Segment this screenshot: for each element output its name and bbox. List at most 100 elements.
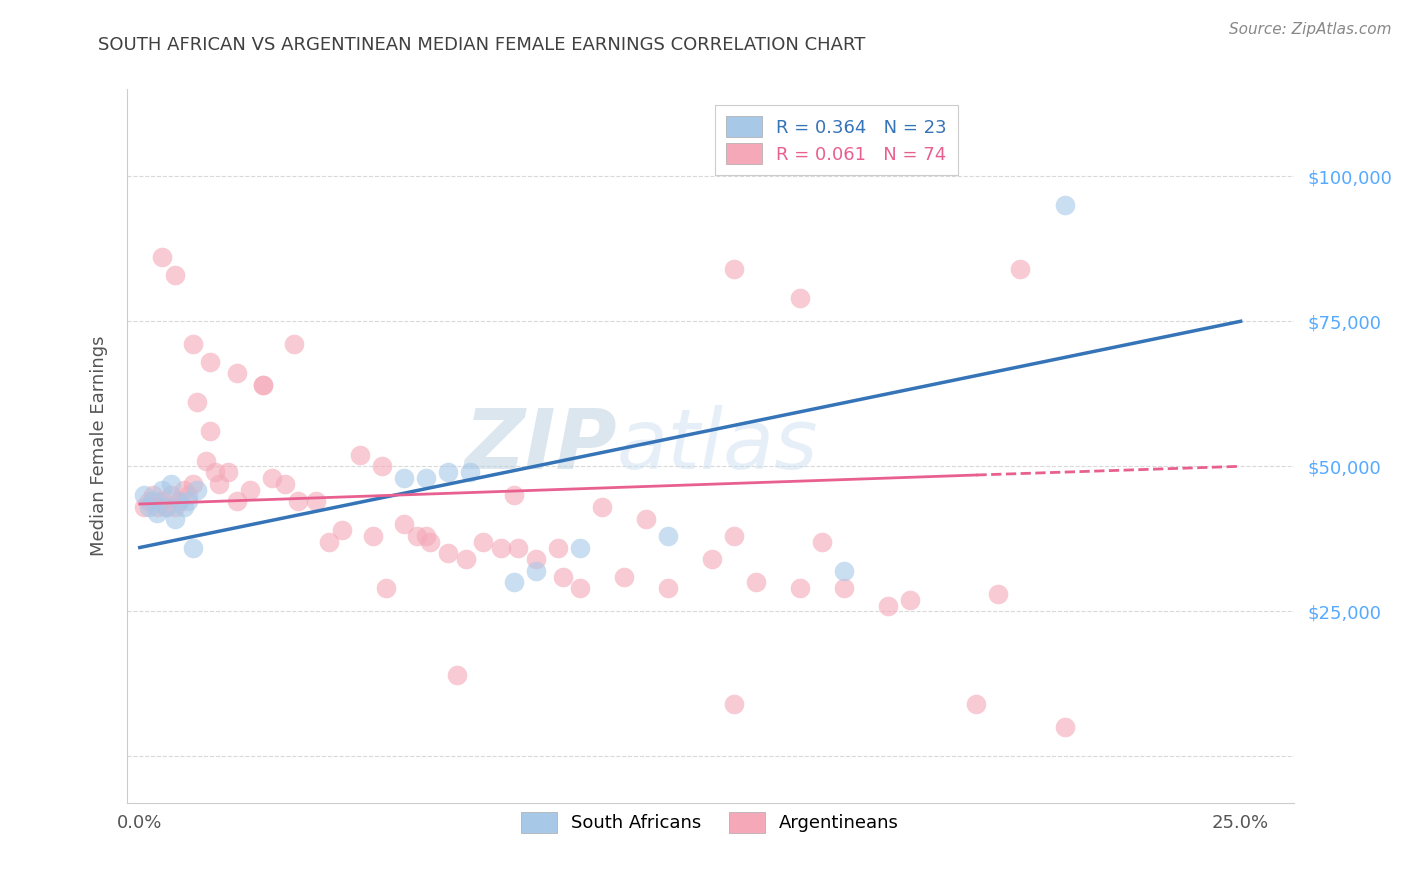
Point xyxy=(877,599,900,613)
Point xyxy=(723,529,745,543)
Point xyxy=(318,534,340,549)
Point xyxy=(789,581,811,595)
Point xyxy=(437,546,460,560)
Point xyxy=(138,494,160,508)
Point xyxy=(177,488,200,502)
Point xyxy=(305,494,328,508)
Point xyxy=(591,500,613,514)
Point xyxy=(789,291,811,305)
Point xyxy=(472,534,495,549)
Point xyxy=(146,500,169,514)
Point xyxy=(454,552,477,566)
Point xyxy=(194,453,217,467)
Point xyxy=(260,471,283,485)
Point xyxy=(489,541,512,555)
Point xyxy=(150,483,173,497)
Point xyxy=(169,494,191,508)
Point xyxy=(208,476,231,491)
Point xyxy=(1010,262,1032,277)
Text: Source: ZipAtlas.com: Source: ZipAtlas.com xyxy=(1229,22,1392,37)
Point xyxy=(392,517,415,532)
Point xyxy=(900,592,922,607)
Point xyxy=(181,476,204,491)
Point xyxy=(965,697,987,711)
Point xyxy=(569,581,592,595)
Point xyxy=(134,500,156,514)
Point xyxy=(252,378,274,392)
Point xyxy=(503,488,526,502)
Legend: South Africans, Argentineans: South Africans, Argentineans xyxy=(510,801,910,844)
Point xyxy=(349,448,371,462)
Point xyxy=(361,529,384,543)
Text: atlas: atlas xyxy=(617,406,818,486)
Point xyxy=(204,465,226,479)
Point xyxy=(181,541,204,555)
Point xyxy=(547,541,569,555)
Point xyxy=(657,581,679,595)
Point xyxy=(287,494,309,508)
Point xyxy=(371,459,394,474)
Point xyxy=(200,425,222,439)
Point xyxy=(134,488,156,502)
Point xyxy=(146,506,169,520)
Point xyxy=(723,262,745,277)
Point xyxy=(142,494,165,508)
Point xyxy=(1053,198,1076,212)
Point xyxy=(375,581,398,595)
Point xyxy=(217,465,239,479)
Point xyxy=(458,465,481,479)
Point xyxy=(415,471,437,485)
Point xyxy=(150,251,173,265)
Point xyxy=(274,476,297,491)
Point xyxy=(200,355,222,369)
Point xyxy=(173,483,195,497)
Point xyxy=(155,500,177,514)
Point xyxy=(150,494,173,508)
Point xyxy=(437,465,460,479)
Point xyxy=(186,395,208,409)
Point xyxy=(446,668,468,682)
Point xyxy=(657,529,679,543)
Point xyxy=(186,483,208,497)
Text: ZIP: ZIP xyxy=(464,406,617,486)
Point xyxy=(811,534,834,549)
Point xyxy=(181,337,204,351)
Point xyxy=(239,483,262,497)
Point xyxy=(159,476,181,491)
Point xyxy=(177,494,200,508)
Point xyxy=(252,378,274,392)
Point xyxy=(138,500,160,514)
Point xyxy=(723,697,745,711)
Point xyxy=(613,569,636,583)
Point xyxy=(834,581,856,595)
Point xyxy=(834,564,856,578)
Point xyxy=(406,529,429,543)
Point xyxy=(419,534,441,549)
Point xyxy=(745,575,768,590)
Point xyxy=(508,541,530,555)
Point xyxy=(1053,720,1076,734)
Point xyxy=(225,367,247,381)
Point xyxy=(225,494,247,508)
Point xyxy=(283,337,305,351)
Point xyxy=(163,500,186,514)
Point xyxy=(636,511,658,525)
Point xyxy=(142,488,165,502)
Point xyxy=(503,575,526,590)
Point xyxy=(163,268,186,282)
Point xyxy=(173,500,195,514)
Point xyxy=(169,494,191,508)
Point xyxy=(551,569,574,583)
Point xyxy=(524,564,547,578)
Point xyxy=(569,541,592,555)
Point xyxy=(155,500,177,514)
Point xyxy=(524,552,547,566)
Point xyxy=(330,523,353,537)
Point xyxy=(392,471,415,485)
Y-axis label: Median Female Earnings: Median Female Earnings xyxy=(90,335,108,557)
Point xyxy=(415,529,437,543)
Point xyxy=(702,552,724,566)
Point xyxy=(987,587,1010,601)
Text: SOUTH AFRICAN VS ARGENTINEAN MEDIAN FEMALE EARNINGS CORRELATION CHART: SOUTH AFRICAN VS ARGENTINEAN MEDIAN FEMA… xyxy=(98,36,866,54)
Point xyxy=(159,488,181,502)
